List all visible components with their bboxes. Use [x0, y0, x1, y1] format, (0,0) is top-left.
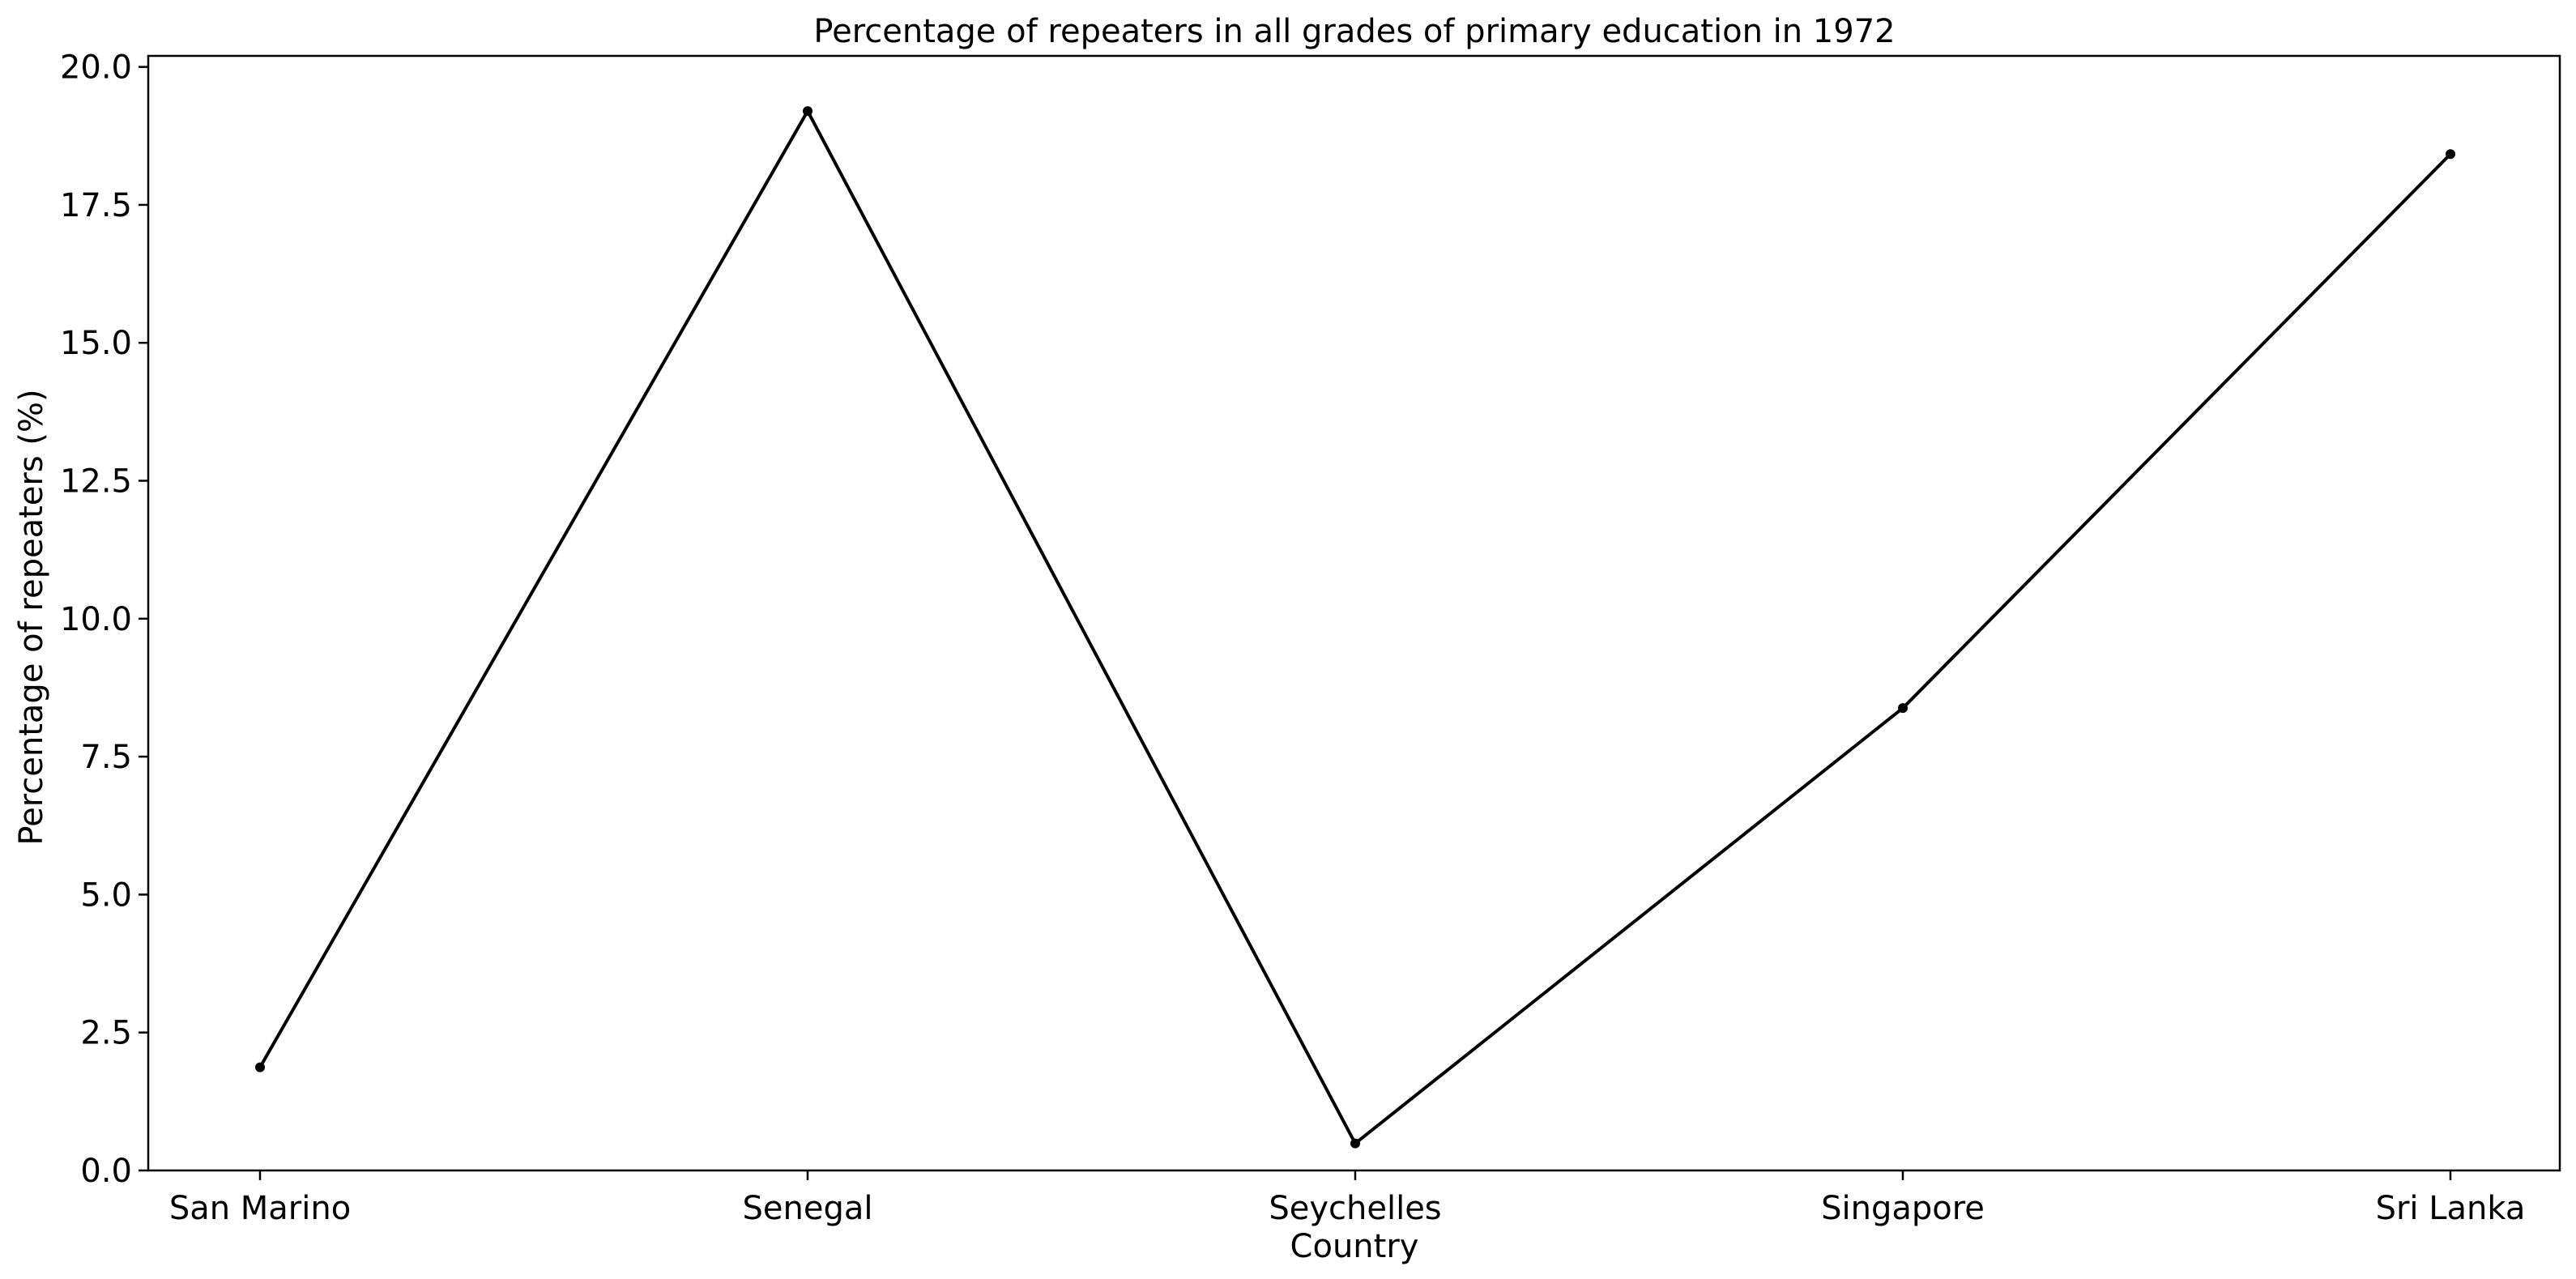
y-tick-label: 0.0: [80, 1153, 132, 1190]
x-tick-label: Senegal: [743, 1190, 873, 1227]
data-point: [2446, 149, 2455, 160]
data-point: [803, 106, 812, 117]
plot-frame: [147, 54, 2561, 1172]
x-axis-label: Country: [1290, 1228, 1419, 1265]
x-tick-label: San Marino: [169, 1190, 351, 1227]
y-tick-label: 2.5: [80, 1015, 132, 1052]
chart-title: Percentage of repeaters in all grades of…: [813, 13, 1895, 50]
y-tick-label: 17.5: [60, 187, 132, 224]
y-tick-label: 12.5: [60, 463, 132, 501]
y-tick-label: 20.0: [60, 49, 132, 87]
y-tick-label: 15.0: [60, 325, 132, 362]
x-axis-ticks: San Marino Senegal Seychelles Singapore Sri …: [169, 1170, 2526, 1227]
data-point: [1898, 703, 1908, 714]
y-tick-label: 5.0: [80, 876, 132, 914]
y-tick-label: 7.5: [80, 739, 132, 776]
data-point: [1350, 1138, 1360, 1149]
x-tick-label: Singapore: [1821, 1190, 1985, 1227]
y-tick-label: 10.0: [60, 601, 132, 638]
data-markers: [255, 106, 2455, 1149]
data-point: [255, 1062, 265, 1072]
y-axis-label: Percentage of repeaters (%): [13, 389, 50, 845]
x-tick-label: Seychelles: [1269, 1190, 1441, 1227]
y-axis-ticks: 0.0 2.5 5.0 7.5 10.0 12.5 15.0 17.5 20.0: [60, 49, 148, 1190]
x-tick-label: Sri Lanka: [2376, 1190, 2526, 1227]
